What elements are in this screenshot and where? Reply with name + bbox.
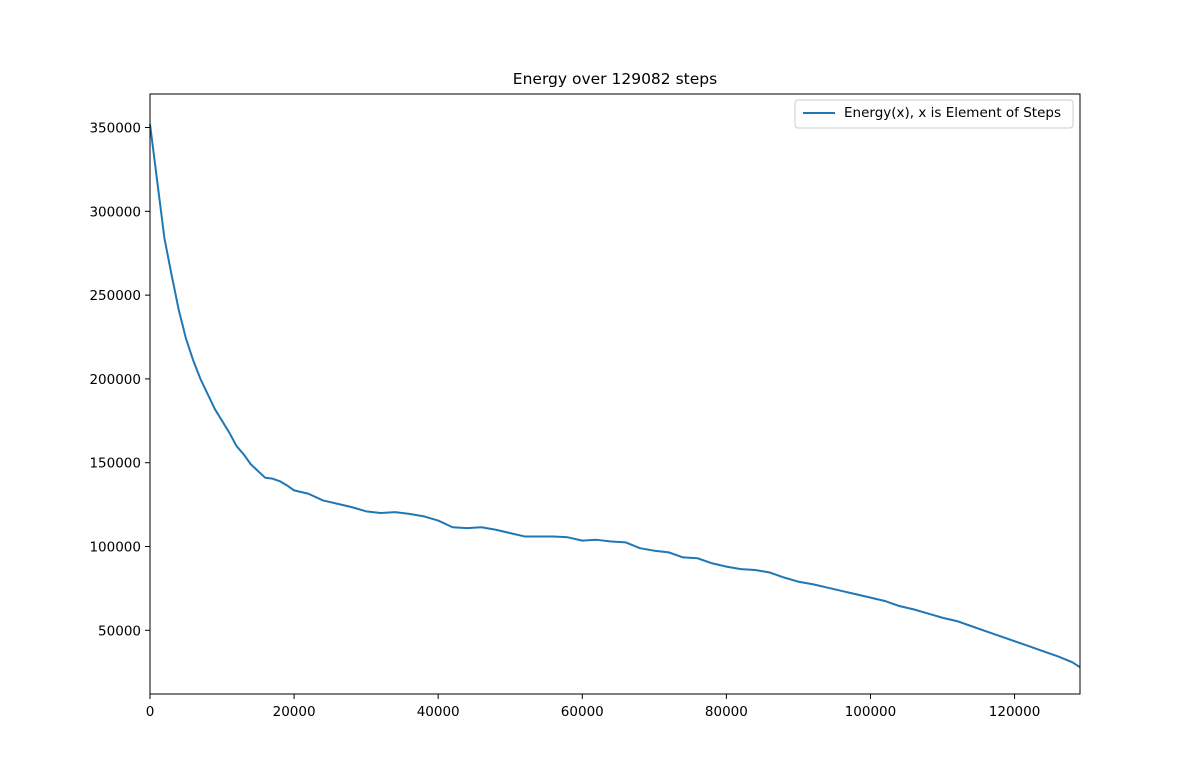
series-line-0 (149, 124, 1081, 669)
y-tick-label: 50000 (98, 623, 141, 639)
y-tick-label: 300000 (89, 204, 141, 220)
x-tick-label: 0 (146, 704, 155, 720)
plot-series-layer (149, 124, 1081, 669)
chart-title: Energy over 129082 steps (513, 70, 717, 88)
y-tick-label: 150000 (89, 456, 141, 472)
plot-area-frame (149, 93, 1081, 695)
x-tick-label: 80000 (705, 704, 748, 720)
x-tick-label: 100000 (845, 704, 897, 720)
legend-box (794, 99, 1074, 129)
legend-label-energy: Energy(x), x is Element of Steps (844, 105, 1061, 121)
y-axis: 50000 100000 150000 200000 250000 300000 35000… (89, 121, 150, 639)
x-tick-label: 20000 (273, 704, 316, 720)
x-axis: 0 20000 40000 60000 80000 100000 120000 (146, 694, 1041, 720)
legend: Energy(x), x is Element of Steps (794, 99, 1074, 129)
x-tick-label: 40000 (417, 704, 460, 720)
x-tick-label: 120000 (989, 704, 1041, 720)
x-tick-label: 60000 (561, 704, 604, 720)
y-tick-label: 350000 (89, 121, 141, 137)
y-tick-label: 100000 (89, 540, 141, 556)
y-tick-label: 200000 (89, 372, 141, 388)
y-tick-label: 250000 (89, 288, 141, 304)
